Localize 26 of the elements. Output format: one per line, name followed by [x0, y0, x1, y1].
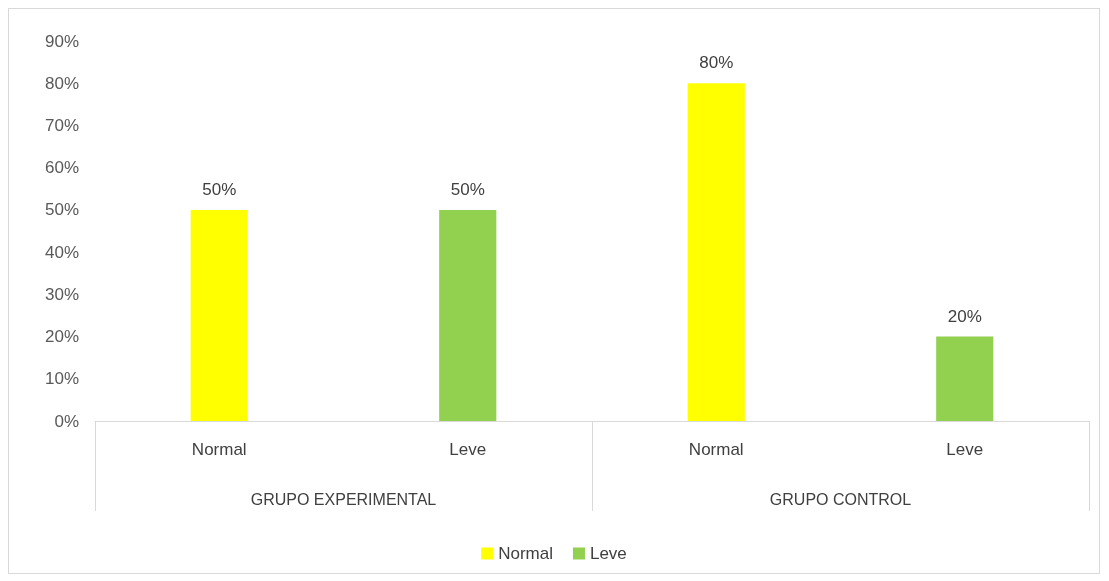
x-tick-label: Leve [946, 440, 984, 459]
data-label: 50% [202, 179, 237, 199]
data-label: 20% [947, 306, 982, 326]
x-tick-label: Normal [191, 440, 247, 459]
bar [687, 83, 745, 421]
y-tick-label: 30% [44, 284, 79, 304]
x-tick-label: Leve [449, 440, 487, 459]
data-label: 50% [450, 179, 485, 199]
text: GRUPO EXPERIMENTAL [250, 490, 437, 508]
y-tick-label: 10% [44, 369, 79, 389]
y-tick-label: 90% [44, 31, 79, 51]
text: GRUPO CONTROL [769, 490, 912, 508]
data-label: 80% [699, 53, 734, 73]
bar [936, 336, 994, 421]
y-tick-label: 0% [54, 411, 79, 431]
y-tick-label: 50% [44, 200, 79, 220]
y-tick-label: 70% [44, 115, 79, 135]
y-tick-label: 40% [44, 242, 79, 262]
legend-label: Normal [498, 544, 553, 563]
y-tick-label: 20% [44, 327, 79, 347]
y-tick-label: 60% [44, 158, 79, 178]
legend-label: Leve [589, 544, 627, 563]
bar [190, 209, 248, 421]
y-tick-label: 80% [44, 73, 79, 93]
x-tick-label: Normal [688, 440, 744, 459]
bar [439, 209, 497, 421]
